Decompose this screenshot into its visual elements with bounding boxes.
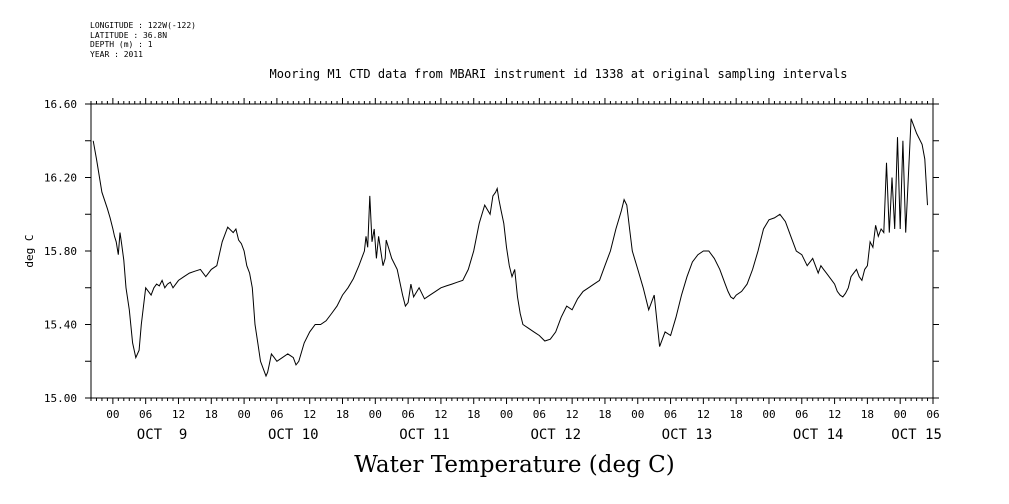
x-tick-label: 18 bbox=[205, 408, 218, 421]
x-tick-label: 18 bbox=[598, 408, 611, 421]
x-tick-label: 18 bbox=[730, 408, 743, 421]
x-tick-label: 12 bbox=[566, 408, 579, 421]
x-tick-label: 06 bbox=[664, 408, 677, 421]
y-tick-label: 16.60 bbox=[44, 98, 77, 111]
latitude-text: LATITUDE : 36.8N bbox=[90, 30, 168, 40]
bottom-title: Water Temperature (deg C) bbox=[354, 452, 675, 478]
x-tick-label: 00 bbox=[237, 408, 250, 421]
x-tick-label: 06 bbox=[926, 408, 939, 421]
x-tick-label: 12 bbox=[303, 408, 316, 421]
chart-title: Mooring M1 CTD data from MBARI instrumen… bbox=[269, 67, 848, 81]
y-tick-labels: 15.00 15.40 15.80 16.20 16.60 bbox=[44, 98, 77, 405]
axis-ticks bbox=[85, 98, 939, 404]
x-tick-label: 00 bbox=[631, 408, 644, 421]
x-tick-label: 00 bbox=[762, 408, 775, 421]
x-tick-label: 12 bbox=[172, 408, 185, 421]
x-tick-label: 06 bbox=[533, 408, 546, 421]
x-tick-label: 06 bbox=[270, 408, 283, 421]
x-tick-label: 00 bbox=[894, 408, 907, 421]
depth-text: DEPTH (m) : 1 bbox=[90, 40, 153, 49]
day-label: OCT 9 bbox=[137, 427, 188, 443]
x-tick-label: 12 bbox=[828, 408, 841, 421]
x-tick-label: 18 bbox=[467, 408, 480, 421]
day-label: OCT 13 bbox=[662, 427, 713, 443]
x-tick-label: 12 bbox=[434, 408, 447, 421]
x-tick-label: 18 bbox=[861, 408, 874, 421]
y-axis-label: deg C bbox=[23, 234, 36, 267]
day-label: OCT 12 bbox=[530, 427, 581, 443]
x-tick-label: 06 bbox=[401, 408, 414, 421]
metadata-block: LONGITUDE : 122W(-122) LATITUDE : 36.8N … bbox=[90, 21, 196, 59]
y-tick-label: 15.00 bbox=[44, 392, 77, 405]
day-label: OCT 14 bbox=[793, 427, 844, 443]
x-tick-label: 00 bbox=[106, 408, 119, 421]
longitude-text: LONGITUDE : 122W(-122) bbox=[90, 21, 196, 30]
year-text: YEAR : 2011 bbox=[90, 49, 143, 59]
series-line-water-temperature bbox=[92, 118, 928, 378]
day-label: OCT 11 bbox=[399, 427, 450, 443]
day-labels: OCT 9 OCT 10 OCT 11 OCT 12 OCT 13 OCT 14 OCT 1… bbox=[137, 427, 942, 443]
day-label: OCT 15 bbox=[891, 427, 942, 443]
x-tick-label: 00 bbox=[500, 408, 513, 421]
y-tick-label: 15.40 bbox=[44, 319, 77, 332]
y-tick-label: 16.20 bbox=[44, 172, 77, 185]
x-tick-label: 06 bbox=[795, 408, 808, 421]
x-tick-label: 00 bbox=[369, 408, 382, 421]
x-tick-label: 18 bbox=[336, 408, 349, 421]
y-tick-label: 15.80 bbox=[44, 245, 77, 258]
x-tick-label: 12 bbox=[697, 408, 710, 421]
x-tick-labels: 00 06 12 18 00 06 12 18 00 06 12 18 00 06 12 18 00 06 12 18… bbox=[106, 408, 939, 421]
x-tick-label: 06 bbox=[139, 408, 152, 421]
plot-frame bbox=[90, 103, 934, 399]
day-label: OCT 10 bbox=[268, 427, 319, 443]
